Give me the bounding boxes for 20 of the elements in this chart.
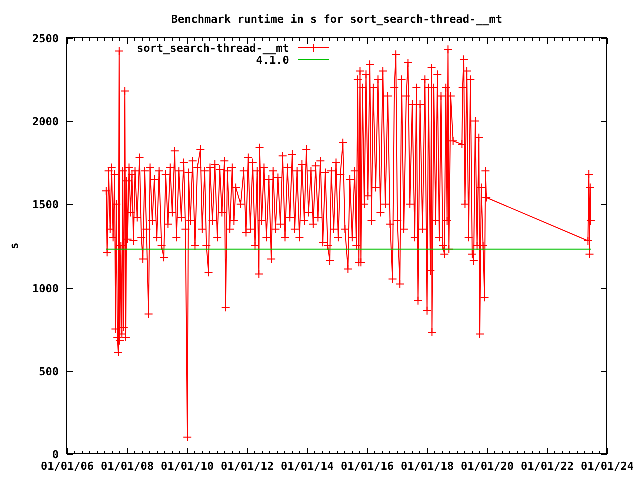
x-tick-label: 01/01/12 — [221, 460, 274, 473]
x-tick-label: 01/01/20 — [461, 460, 514, 473]
y-tick-label: 0 — [52, 448, 59, 462]
y-tick-label: 1500 — [32, 198, 59, 212]
x-tick-label: 01/01/18 — [401, 460, 454, 473]
x-tick-label: 01/01/10 — [161, 460, 214, 473]
y-tick-label: 2000 — [32, 115, 59, 128]
y-tick-label: 2500 — [32, 32, 59, 46]
x-tick-label: 01/01/08 — [101, 460, 154, 473]
legend-label: sort_search-thread-__mt — [137, 42, 290, 55]
legend-label: 4.1.0 — [256, 54, 290, 67]
x-tick-label: 01/01/06 — [41, 460, 94, 473]
x-tick-label: 01/01/16 — [341, 460, 394, 473]
y-axis-title: s — [8, 242, 21, 250]
y-tick-label: 1000 — [32, 282, 59, 296]
y-tick-label: 500 — [39, 365, 59, 378]
chart-title: Benchmark runtime in s for sort_search-thread-__mt — [171, 13, 503, 26]
x-tick-label: 01/01/14 — [281, 460, 334, 473]
x-tick-label: 01/01/22 — [521, 460, 574, 473]
x-tick-label: 01/01/24 — [581, 460, 634, 473]
